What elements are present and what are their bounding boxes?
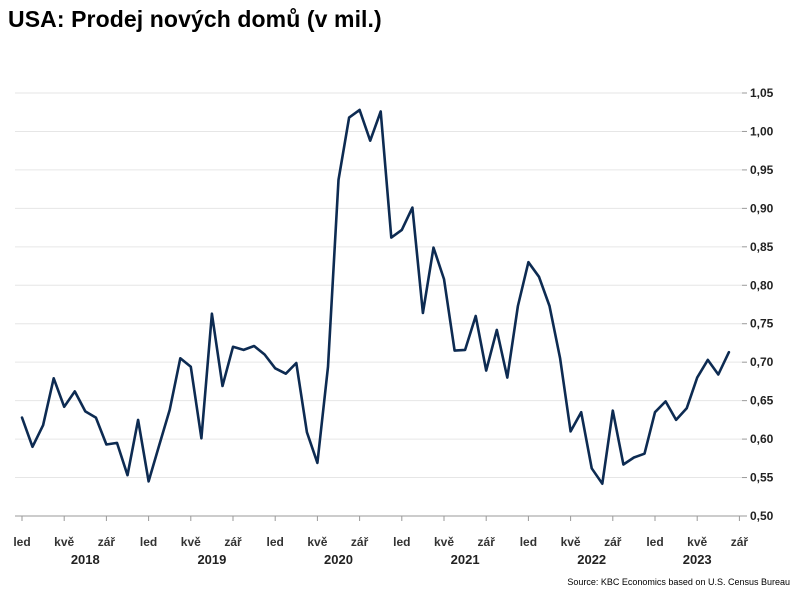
y-tick-label: 0,70: [750, 355, 774, 369]
y-tick-label: 0,55: [750, 471, 774, 485]
series-group: [20, 108, 731, 486]
x-tick-label: led: [646, 535, 663, 549]
x-tick-label: kvě: [434, 535, 454, 549]
x-tick-label: zář: [478, 535, 496, 549]
gridlines: [15, 92, 742, 517]
axis-ticks: [21, 92, 747, 521]
x-tick-label: kvě: [307, 535, 327, 549]
x-tick-label: zář: [351, 535, 369, 549]
x-year-label: 2018: [71, 552, 100, 567]
x-tick-label: led: [267, 535, 284, 549]
y-tick-label: 0,85: [750, 240, 774, 254]
x-tick-label: zář: [604, 535, 622, 549]
x-tick-label: led: [140, 535, 157, 549]
x-year-label: 2019: [197, 552, 226, 567]
x-year-label: 2021: [451, 552, 480, 567]
x-tick-label: zář: [98, 535, 116, 549]
x-tick-label: led: [13, 535, 30, 549]
x-tick-label: kvě: [687, 535, 707, 549]
y-tick-label: 1,05: [750, 86, 774, 100]
x-tick-label: led: [393, 535, 410, 549]
y-tick-label: 0,75: [750, 317, 774, 331]
y-tick-label: 0,65: [750, 394, 774, 408]
x-year-label: 2023: [683, 552, 712, 567]
y-tick-label: 0,90: [750, 201, 774, 215]
x-tick-label: zář: [224, 535, 242, 549]
x-tick-label: zář: [731, 535, 749, 549]
chart-title: USA: Prodej nových domů (v mil.): [8, 6, 382, 32]
x-axis-labels: led kvě zář led kvě zář led kvě zář led kvě zář led k…: [13, 535, 748, 567]
x-year-label: 2020: [324, 552, 353, 567]
y-tick-label: 0,60: [750, 432, 774, 446]
y-tick-label: 1,00: [750, 124, 774, 138]
y-axis-labels: 0,50 0,55 0,60 0,65 0,70 0,75 0,80 0,85 0,90 0,95…: [750, 86, 774, 523]
y-tick-label: 0,95: [750, 163, 774, 177]
x-tick-label: led: [520, 535, 537, 549]
x-tick-label: kvě: [181, 535, 201, 549]
source-note: Source: KBC Economics based on U.S. Cens…: [567, 577, 790, 587]
y-tick-label: 0,80: [750, 278, 774, 292]
x-tick-label: kvě: [561, 535, 581, 549]
series-line: [20, 108, 731, 486]
x-year-label: 2022: [577, 552, 606, 567]
x-tick-label: kvě: [54, 535, 74, 549]
y-tick-label: 0,50: [750, 509, 774, 523]
